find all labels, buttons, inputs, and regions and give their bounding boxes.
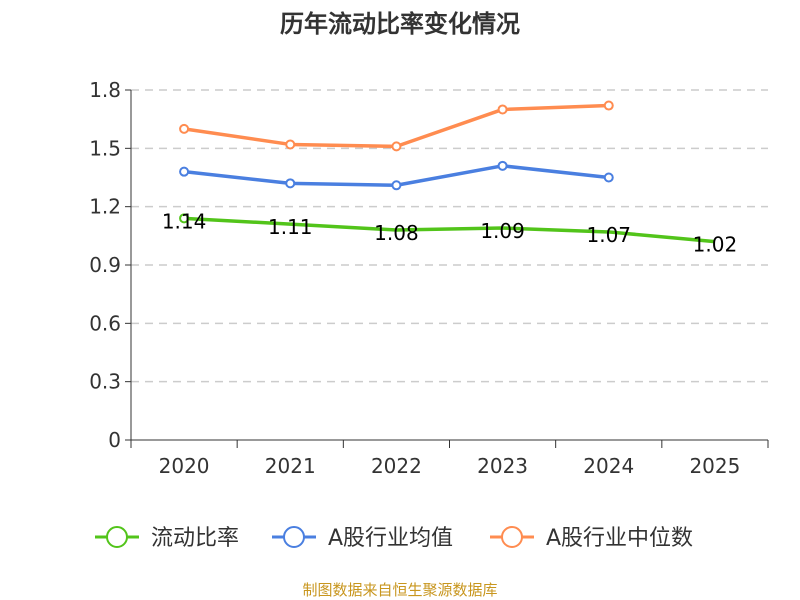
y-tick-label: 0.6 [89,311,121,335]
data-point [391,141,402,152]
data-point [497,104,508,115]
x-tick-label: 2020 [159,454,210,478]
legend-item: 流动比率 [151,526,239,551]
series-line-2 [183,103,609,149]
data-point [391,180,402,191]
x-tick-label: 2024 [583,454,634,478]
data-point [603,100,614,111]
legend-item: A股行业中位数 [546,526,693,551]
y-tick-label: 1.8 [89,78,121,102]
y-tick-label: 0.3 [89,370,121,394]
x-tick-label: 2021 [265,454,316,478]
data-point [179,166,190,177]
legend-marker [283,526,305,548]
legend-marker [501,526,523,548]
data-point [285,139,296,150]
y-tick-label: 1.5 [89,136,121,160]
data-point [179,213,190,224]
data-point [285,178,296,189]
chart-title: 历年流动比率变化情况 [280,10,520,38]
legend-item: A股行业均值 [328,526,453,551]
x-tick-label: 2025 [689,454,740,478]
data-label: 1.08 [374,221,419,245]
y-tick-label: 0.9 [89,253,121,277]
data-point [497,160,508,171]
data-label: 1.09 [480,219,525,243]
data-label: 1.07 [586,223,631,247]
data-label: 1.02 [693,233,738,257]
series-line-0 [183,216,716,244]
data-point [603,172,614,183]
x-tick-label: 2022 [371,454,422,478]
x-tick-label: 2023 [477,454,528,478]
data-point [179,123,190,134]
data-label: 1.14 [162,209,207,233]
y-tick-label: 1.2 [89,195,121,219]
source-note: 制图数据来自恒生聚源数据库 [302,581,497,599]
legend-marker [106,526,128,548]
data-label: 1.11 [268,215,313,239]
y-tick-label: 0 [108,428,121,452]
